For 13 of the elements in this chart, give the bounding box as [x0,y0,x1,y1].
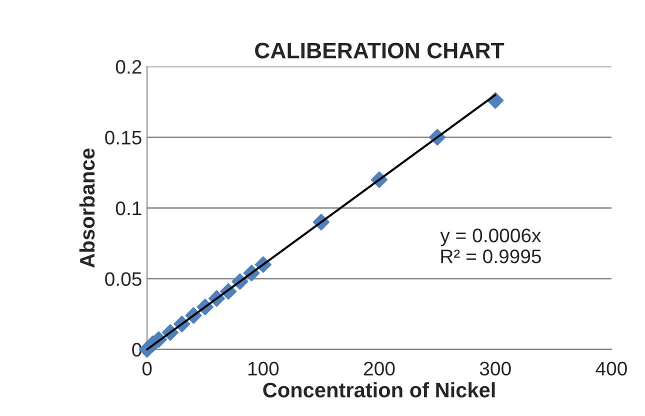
x-tick-label: 400 [596,362,627,376]
x-tick-label: 100 [248,362,279,376]
x-axis-title: Concentration of Nickel [263,382,495,398]
annotation: y = 0.0006x R² = 0.9995 [440,228,542,264]
x-tick-label: 300 [480,362,511,376]
y-tick-label: 0.1 [116,201,142,216]
y-tick-label: 0.05 [105,272,142,286]
y-axis-title: Absorbance [79,148,95,268]
x-tick-label: 200 [364,362,395,376]
x-tick-label: 0 [142,362,152,376]
chart-title: CALIBERATION CHART [255,42,504,58]
y-tick-label: 0.15 [105,130,142,145]
y-tick-label: 0.2 [116,60,142,74]
